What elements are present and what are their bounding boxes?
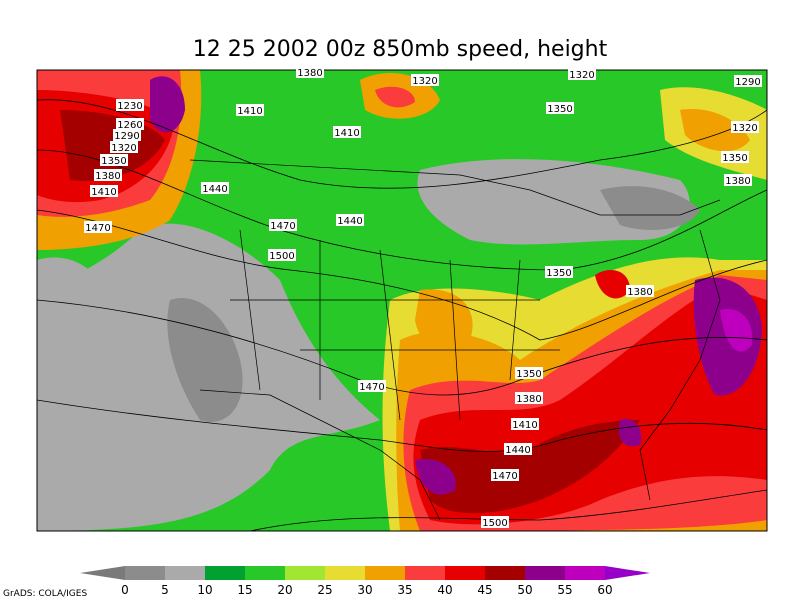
contour-label: 1350 [722, 153, 747, 164]
contour-label: 1350 [101, 156, 126, 167]
contour-label-box [269, 219, 297, 231]
colorbar-label: 0 [121, 583, 129, 597]
colorbar-segment [325, 566, 365, 580]
contour-label-box [110, 141, 138, 153]
contour-label: 1410 [237, 106, 262, 117]
contour-label: 1410 [512, 420, 537, 431]
colorbar-segment [405, 566, 445, 580]
colorbar-label: 30 [357, 583, 372, 597]
contour-label: 1470 [270, 221, 295, 232]
contour-label: 1380 [725, 176, 750, 187]
colorbar-label: 45 [477, 583, 492, 597]
colorbar-label: 10 [197, 583, 212, 597]
colorbar-segment [205, 566, 245, 580]
contour-label: 1230 [117, 101, 142, 112]
contour-label: 1350 [547, 104, 572, 115]
contour-label-box [504, 443, 532, 455]
contour-label: 1500 [482, 518, 507, 529]
map-frame [36, 69, 768, 532]
map-field [37, 70, 767, 531]
colorbar-arrow-high [605, 566, 650, 580]
contour-label-box [84, 221, 112, 233]
contour-label-box [336, 214, 364, 226]
contour-label-box [626, 285, 654, 297]
contour-label: 1410 [91, 187, 116, 198]
contour-label: 1410 [334, 128, 359, 139]
colorbar-arrow-low [80, 566, 125, 580]
colorbar-segment [445, 566, 485, 580]
colorbar-label: 55 [557, 583, 572, 597]
contour-label-box [515, 392, 543, 404]
contour-label-box [731, 121, 759, 133]
contour-label: 1440 [505, 445, 530, 456]
contour-label: 1470 [85, 223, 110, 234]
contour-label: 1260 [117, 120, 142, 131]
contour-label-box [734, 75, 762, 87]
colorbar-segment [565, 566, 605, 580]
contour-label-box [100, 154, 128, 166]
contour-label-box [90, 185, 118, 197]
contour-label: 1380 [297, 68, 322, 79]
colorbar-label: 60 [597, 583, 612, 597]
contour-label: 1320 [732, 123, 757, 134]
contour-label: 1500 [269, 251, 294, 262]
contour-label: 1320 [111, 143, 136, 154]
contour-label: 1470 [359, 382, 384, 393]
contour-label-box [296, 66, 324, 78]
colorbar-label: 25 [317, 583, 332, 597]
contour-label: 1290 [735, 77, 760, 88]
contour-label: 1470 [492, 471, 517, 482]
contour-label-box [515, 367, 543, 379]
contour-label-box [724, 174, 752, 186]
colorbar-label: 40 [437, 583, 452, 597]
contour-label: 1350 [546, 268, 571, 279]
colorbar-segment [125, 566, 165, 580]
contour-label-box [201, 182, 229, 194]
colorbar-label: 20 [277, 583, 292, 597]
contour-label-box [546, 102, 574, 114]
contour-label-box [333, 126, 361, 138]
credit: GrADS: COLA/IGES [3, 589, 87, 599]
contour-label-box [481, 516, 509, 528]
colorbar-label: 15 [237, 583, 252, 597]
contour-label-box [511, 418, 539, 430]
map-title: 12 25 2002 00z 850mb speed, height [193, 37, 608, 62]
contour-label: 1320 [569, 70, 594, 81]
contour-label-box [411, 74, 439, 86]
contour-label-box [94, 169, 122, 181]
contour-label-box [116, 99, 144, 111]
contour-label: 1380 [627, 287, 652, 298]
contour-label: 1290 [114, 131, 139, 142]
contour-label-box [568, 68, 596, 80]
contour-label-box [116, 118, 144, 130]
colorbar-segment [285, 566, 325, 580]
colorbar-label: 50 [517, 583, 532, 597]
contour-label: 1320 [412, 76, 437, 87]
contour-label: 1440 [202, 184, 227, 195]
colorbar-segment [245, 566, 285, 580]
colorbar-segment [165, 566, 205, 580]
contour-label-box [491, 469, 519, 481]
colorbar-segment [485, 566, 525, 580]
contour-label-box [113, 129, 141, 141]
colorbar-label: 5 [161, 583, 169, 597]
contour-label: 1380 [95, 171, 120, 182]
contour-label-box [545, 266, 573, 278]
contour-label-box [268, 249, 296, 261]
colorbar-label: 35 [397, 583, 412, 597]
colorbar-segment [365, 566, 405, 580]
colorbar-segment [525, 566, 565, 580]
contour-label: 1440 [337, 216, 362, 227]
contour-label-box [358, 380, 386, 392]
contour-label-box [236, 104, 264, 116]
contour-label: 1350 [516, 369, 541, 380]
contour-label-box [721, 151, 749, 163]
contour-label: 1380 [516, 394, 541, 405]
